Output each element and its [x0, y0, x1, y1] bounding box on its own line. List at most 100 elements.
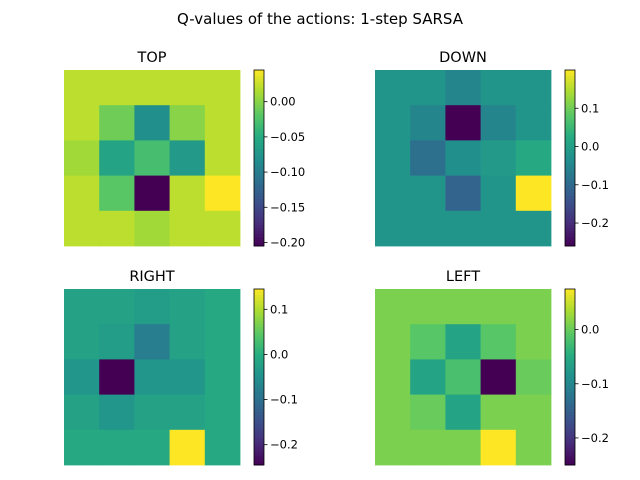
colorbar-gradient-step	[565, 429, 575, 434]
colorbar-gradient-step	[565, 412, 575, 416]
colorbar-gradient-step	[254, 353, 264, 357]
colorbar-gradient-step	[565, 338, 575, 343]
heatmap-cell	[169, 105, 206, 141]
colorbar-gradient-step	[254, 394, 264, 398]
colorbar-gradient-step	[565, 228, 575, 232]
colorbar: 0.1 0.0 −0.1 −0.2	[253, 288, 298, 466]
colorbar-gradient-step	[565, 347, 575, 351]
colorbar-gradient-step	[565, 356, 575, 360]
heatmap-cell	[134, 175, 170, 212]
colorbar-gradient-step	[565, 99, 575, 103]
colorbar-gradient-step	[565, 324, 575, 328]
colorbar-tick-label: −0.2	[581, 216, 609, 230]
colorbar-gradient-step	[254, 108, 264, 112]
colorbar-gradient-step	[565, 128, 575, 132]
heatmap-cell	[445, 105, 481, 141]
colorbar-gradient-step	[565, 394, 575, 398]
colorbar-gradient-step	[565, 438, 575, 442]
colorbar-gradient-step	[565, 359, 575, 363]
colorbar-gradient-step	[254, 297, 264, 302]
heatmap-cell	[134, 70, 170, 106]
colorbar-gradient-step	[254, 324, 264, 328]
heatmap-cell	[410, 429, 446, 466]
colorbar-gradient-step	[254, 333, 264, 337]
colorbar-gradient-step	[565, 70, 575, 74]
colorbar-gradient-step	[254, 146, 264, 150]
colorbar-gradient-step	[565, 289, 575, 293]
colorbar-gradient-step	[254, 388, 264, 393]
colorbar-tick-label: −0.20	[270, 235, 305, 249]
colorbar-tick-label: 0.0	[581, 140, 599, 154]
colorbar-tick-label: 0.0	[270, 347, 288, 361]
colorbar-tick-label: 0.1	[270, 302, 288, 316]
colorbar-gradient-step	[254, 318, 264, 322]
colorbar-gradient-step	[565, 297, 575, 302]
colorbar-gradient-step	[565, 231, 575, 235]
colorbar-tick-label: 0.1	[581, 101, 599, 115]
colorbar-gradient-step	[565, 300, 575, 305]
heatmap-cell	[204, 429, 241, 466]
heatmap-cell	[375, 210, 411, 247]
colorbar-gradient-step	[254, 84, 264, 88]
heatmap-cell	[410, 394, 446, 431]
colorbar-gradient-step	[254, 81, 264, 86]
colorbar-gradient-step	[254, 306, 264, 310]
heatmap-cell	[445, 289, 481, 325]
colorbar-gradient-step	[565, 423, 575, 428]
colorbar-gradient-step	[565, 134, 575, 138]
heatmap-left: LEFT 0.0 −0.1 −0.2	[375, 269, 609, 466]
colorbar-tick-label: −0.10	[270, 165, 305, 179]
colorbar-gradient-step	[254, 178, 264, 182]
heatmap-cell	[169, 175, 206, 212]
heatmap-cell	[480, 429, 517, 466]
heatmap-cell	[169, 324, 206, 360]
colorbar-gradient-step	[254, 368, 264, 372]
colorbar-gradient-step	[565, 385, 575, 390]
colorbar-gradient-step	[254, 344, 264, 349]
colorbar-gradient-step	[254, 312, 264, 316]
colorbar-gradient-step	[565, 353, 575, 357]
colorbar-gradient-step	[254, 432, 264, 437]
colorbar-gradient-step	[565, 435, 575, 439]
colorbar-gradient-step	[565, 371, 575, 375]
colorbar-gradient-step	[565, 146, 575, 150]
colorbar-gradient-step	[254, 438, 264, 442]
colorbar-gradient-step	[565, 450, 575, 454]
colorbar-gradient-step	[254, 181, 264, 185]
colorbar-gradient-step	[254, 202, 264, 206]
colorbar-gradient-step	[565, 447, 575, 451]
heatmap-cell	[169, 394, 206, 431]
heatmap-cell	[204, 105, 241, 141]
heatmap-cell	[375, 394, 411, 431]
colorbar-gradient-step	[254, 459, 264, 463]
colorbar-gradient-step	[254, 234, 264, 238]
heatmap-cell	[64, 140, 100, 176]
colorbar-gradient-step	[565, 315, 575, 319]
colorbar-frame	[253, 69, 265, 247]
colorbar-gradient-step	[254, 335, 264, 340]
colorbar-gradient-step	[254, 237, 264, 241]
colorbar-gradient-step	[254, 70, 264, 74]
colorbar-gradient-step	[565, 149, 575, 153]
colorbar-gradient-step	[565, 333, 575, 337]
colorbar-gradient-step	[254, 294, 264, 299]
colorbar-gradient-step	[565, 93, 575, 97]
heatmap-cell	[515, 210, 552, 247]
colorbar-gradient-step	[565, 456, 575, 460]
colorbar-gradient-step	[565, 368, 575, 372]
colorbar-gradient-step	[254, 137, 264, 141]
colorbar-gradient-step	[565, 321, 575, 325]
heatmap-cell	[480, 210, 517, 247]
heatmap-cell	[410, 105, 446, 141]
colorbar-gradient-step	[565, 102, 575, 106]
heatmap-cell	[410, 175, 446, 212]
colorbar-gradient-step	[254, 222, 264, 226]
colorbar-gradient-step	[254, 193, 264, 197]
heatmap-cell	[445, 394, 481, 431]
heatmap-cell	[515, 140, 552, 176]
colorbar-gradient-step	[565, 397, 575, 401]
heatmap-cell	[169, 289, 206, 325]
colorbar-gradient-step	[565, 181, 575, 185]
colorbar-gradient-step	[254, 131, 264, 135]
colorbar-gradient-step	[254, 447, 264, 451]
